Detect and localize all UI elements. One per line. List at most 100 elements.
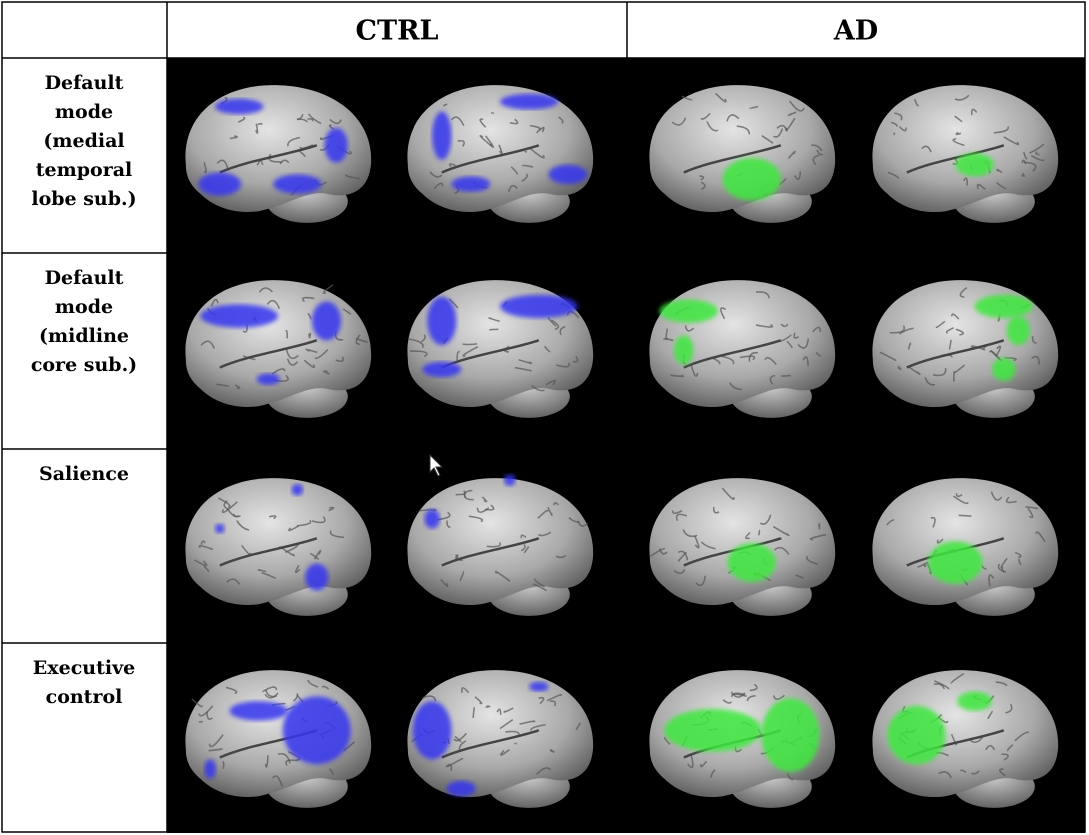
activation [214,98,264,115]
sylvian-fissure [683,144,782,174]
brain [185,670,372,808]
activation [291,483,304,496]
activation [928,541,983,584]
sulcus [521,164,534,168]
sulcus [266,299,281,309]
sulcus [1023,161,1037,172]
activation [529,681,549,692]
sulcus [999,768,1006,777]
sulcus [455,554,463,562]
sulcus [772,525,790,537]
sulcus [257,122,263,126]
activation [422,361,462,378]
sulcus [329,768,334,775]
activation [305,563,329,591]
brain [649,280,836,418]
brain [649,85,836,223]
sulcus [536,767,552,775]
sulcus [1030,154,1045,162]
sulcus [663,338,674,342]
sulcus [699,175,705,181]
row-label-line: (midline [39,325,129,347]
sulcus [932,368,947,377]
sulcus [521,173,529,183]
sulcus [677,551,687,562]
sulcus [789,100,805,112]
sulcus [520,544,526,552]
sylvian-fissure [441,729,540,759]
sulcus [710,769,716,778]
sulcus [907,365,921,376]
sulcus [488,317,500,323]
sulcus [926,562,932,575]
sulcus [935,320,946,329]
activation [273,174,322,194]
sulcus [322,284,334,294]
sulcus [285,329,289,339]
sulcus [420,334,426,343]
sulcus [285,347,299,360]
brain [872,85,1059,223]
sulcus [934,680,950,690]
sulcus [907,342,912,350]
sulcus [575,722,581,731]
sulcus [496,708,502,715]
activation [204,759,216,779]
sulcus [463,493,474,501]
sulcus [706,121,719,132]
sulcus [976,183,986,190]
row-label-line: (medial [43,130,124,152]
sulcus [296,519,312,527]
sulcus [794,171,802,181]
sulcus [553,502,559,506]
sulcus [769,374,776,385]
sulcus [797,338,810,349]
sulcus [793,332,799,339]
sulcus [950,313,960,320]
sulcus [700,541,716,550]
sulcus [1005,496,1017,504]
sulcus [778,177,787,186]
sulcus [285,759,298,767]
sulcus [761,135,774,144]
sulcus [342,308,352,315]
cortex [649,85,836,213]
sulcus [549,700,557,707]
sulcus [494,570,511,582]
sulcus [1001,566,1005,573]
sulcus [307,679,319,688]
activation [282,696,351,765]
sulcus [301,296,315,303]
sulcus [198,544,214,551]
sulcus [815,352,821,358]
sulcus [959,286,968,299]
sulcus [745,531,751,540]
sulcus [1004,356,1017,362]
sulcus [255,123,259,134]
sulcus [755,323,774,328]
sulcus [208,734,224,748]
sulcus [1029,143,1045,154]
brain [185,280,372,418]
sulcus [577,520,589,527]
sulcus [229,135,238,140]
sulcus [272,775,283,787]
sulcus [533,583,547,592]
sulcus [1035,151,1040,156]
sulcus [952,137,965,147]
sulcus [271,368,286,375]
sulcus [780,334,792,343]
sulcus [355,334,361,346]
brain [649,670,836,808]
sulcus [529,124,541,131]
sulcus [720,307,727,320]
row-label-line: mode [55,296,113,318]
activation [1006,316,1030,346]
sulcus [261,571,276,580]
sulcus [520,534,527,539]
sulcus [739,355,756,361]
activation [412,701,452,760]
